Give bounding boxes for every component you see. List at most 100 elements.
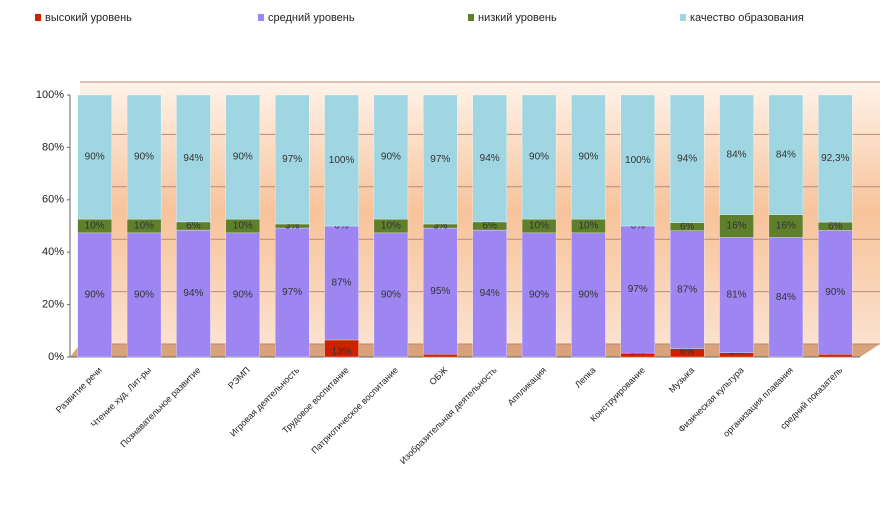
data-label: 90% <box>134 152 154 163</box>
x-tick-label: Лепка <box>573 365 598 390</box>
data-label: 6% <box>680 347 695 358</box>
bar-segment <box>126 94 162 220</box>
bar-segment <box>571 232 606 358</box>
bar-segment <box>521 94 557 220</box>
data-label: 3% <box>285 221 300 232</box>
bar-segment <box>423 227 458 355</box>
bar-segment <box>620 225 655 354</box>
legend-label: средний уровень <box>268 12 355 24</box>
data-label: 6% <box>186 221 201 232</box>
bar-segment <box>670 94 705 223</box>
data-label: 13% <box>332 347 352 358</box>
data-label: 97% <box>628 284 648 295</box>
x-tick-label: Развитие речи <box>54 365 104 415</box>
bar-segment <box>571 94 606 220</box>
bar-segment <box>373 232 409 358</box>
x-tick-label: ОБЖ <box>427 365 450 388</box>
data-label: 87% <box>677 284 697 295</box>
bar-segment <box>670 230 705 350</box>
y-tick-label: 80% <box>42 141 64 153</box>
data-label: 90% <box>85 290 105 301</box>
data-label: 92,3% <box>821 153 849 164</box>
bar-segment <box>324 225 359 341</box>
legend-label: низкий уровень <box>478 12 557 24</box>
data-label: 90% <box>529 290 549 301</box>
data-label: 100% <box>625 155 651 166</box>
bar-segment <box>521 232 557 358</box>
data-label: 81% <box>727 290 747 301</box>
data-label: 6% <box>482 221 497 232</box>
bar-segment <box>768 94 804 215</box>
y-tick-label: 20% <box>42 299 64 311</box>
data-label: 84% <box>776 292 796 303</box>
x-tick-label: Конструирование <box>588 365 647 424</box>
data-label: 10% <box>529 221 549 232</box>
data-label: 94% <box>480 288 500 299</box>
data-label: 10% <box>85 221 105 232</box>
bar-segment <box>126 232 162 358</box>
bar-segment <box>373 94 409 220</box>
data-label: 97% <box>282 287 302 298</box>
data-label: 10% <box>381 221 401 232</box>
data-label: 10% <box>134 221 154 232</box>
bar-segment <box>225 232 260 358</box>
legend-swatch <box>468 14 474 21</box>
bar-segment <box>719 94 754 215</box>
y-tick-label: 0% <box>48 351 64 363</box>
bar-segment <box>620 94 655 227</box>
data-label: 16% <box>776 221 796 232</box>
bar-segment <box>818 94 853 223</box>
y-tick-label: 60% <box>42 194 64 206</box>
data-label: 84% <box>776 149 796 160</box>
data-label: 6% <box>828 221 843 232</box>
data-label: 90% <box>578 290 598 301</box>
data-label: 90% <box>578 152 598 163</box>
data-label: 90% <box>529 152 549 163</box>
data-label: 90% <box>233 152 253 163</box>
legend-swatch <box>258 14 264 21</box>
bar-segment <box>719 237 754 353</box>
data-label: 97% <box>282 154 302 165</box>
bar-segment <box>423 94 458 225</box>
y-tick-label: 100% <box>36 89 64 101</box>
bar-segment <box>176 94 211 223</box>
data-label: 3% <box>433 221 448 232</box>
data-label: 90% <box>825 287 845 298</box>
data-label: 84% <box>727 149 747 160</box>
data-label: 90% <box>134 290 154 301</box>
data-label: 94% <box>183 153 203 164</box>
bar-segment <box>225 94 260 220</box>
data-label: 10% <box>578 221 598 232</box>
bar-segment <box>275 227 310 358</box>
legend-label: качество образования <box>690 12 804 24</box>
bar-segment <box>472 94 507 223</box>
bar-segment <box>818 230 853 355</box>
bar-segment <box>275 94 310 225</box>
data-label: 90% <box>381 290 401 301</box>
bar-segment <box>77 94 112 220</box>
bar-segment <box>472 229 507 358</box>
data-label: 10% <box>233 221 253 232</box>
data-label: 90% <box>85 152 105 163</box>
x-tick-label: РЭМП <box>226 365 252 391</box>
x-tick-label: Музыка <box>667 365 697 395</box>
x-tick-label: Аппликация <box>506 365 549 408</box>
bar-segment <box>768 237 804 358</box>
data-label: 97% <box>430 154 450 165</box>
x-tick-label: Патриотическое воспитание <box>309 365 400 456</box>
data-label: 100% <box>329 155 355 166</box>
data-label: 94% <box>480 153 500 164</box>
y-tick-label: 40% <box>42 246 64 258</box>
data-label: 16% <box>727 221 747 232</box>
legend-swatch <box>35 14 41 21</box>
legend-swatch <box>680 14 686 21</box>
bar-segment <box>176 229 211 358</box>
data-label: 94% <box>677 153 697 164</box>
legend-label: высокий уровень <box>45 12 132 24</box>
x-tick-label: Изобразительная деятельность <box>398 365 499 466</box>
data-label: 95% <box>430 286 450 297</box>
data-label: 90% <box>233 290 253 301</box>
data-label: 94% <box>183 288 203 299</box>
data-label: 87% <box>332 278 352 289</box>
